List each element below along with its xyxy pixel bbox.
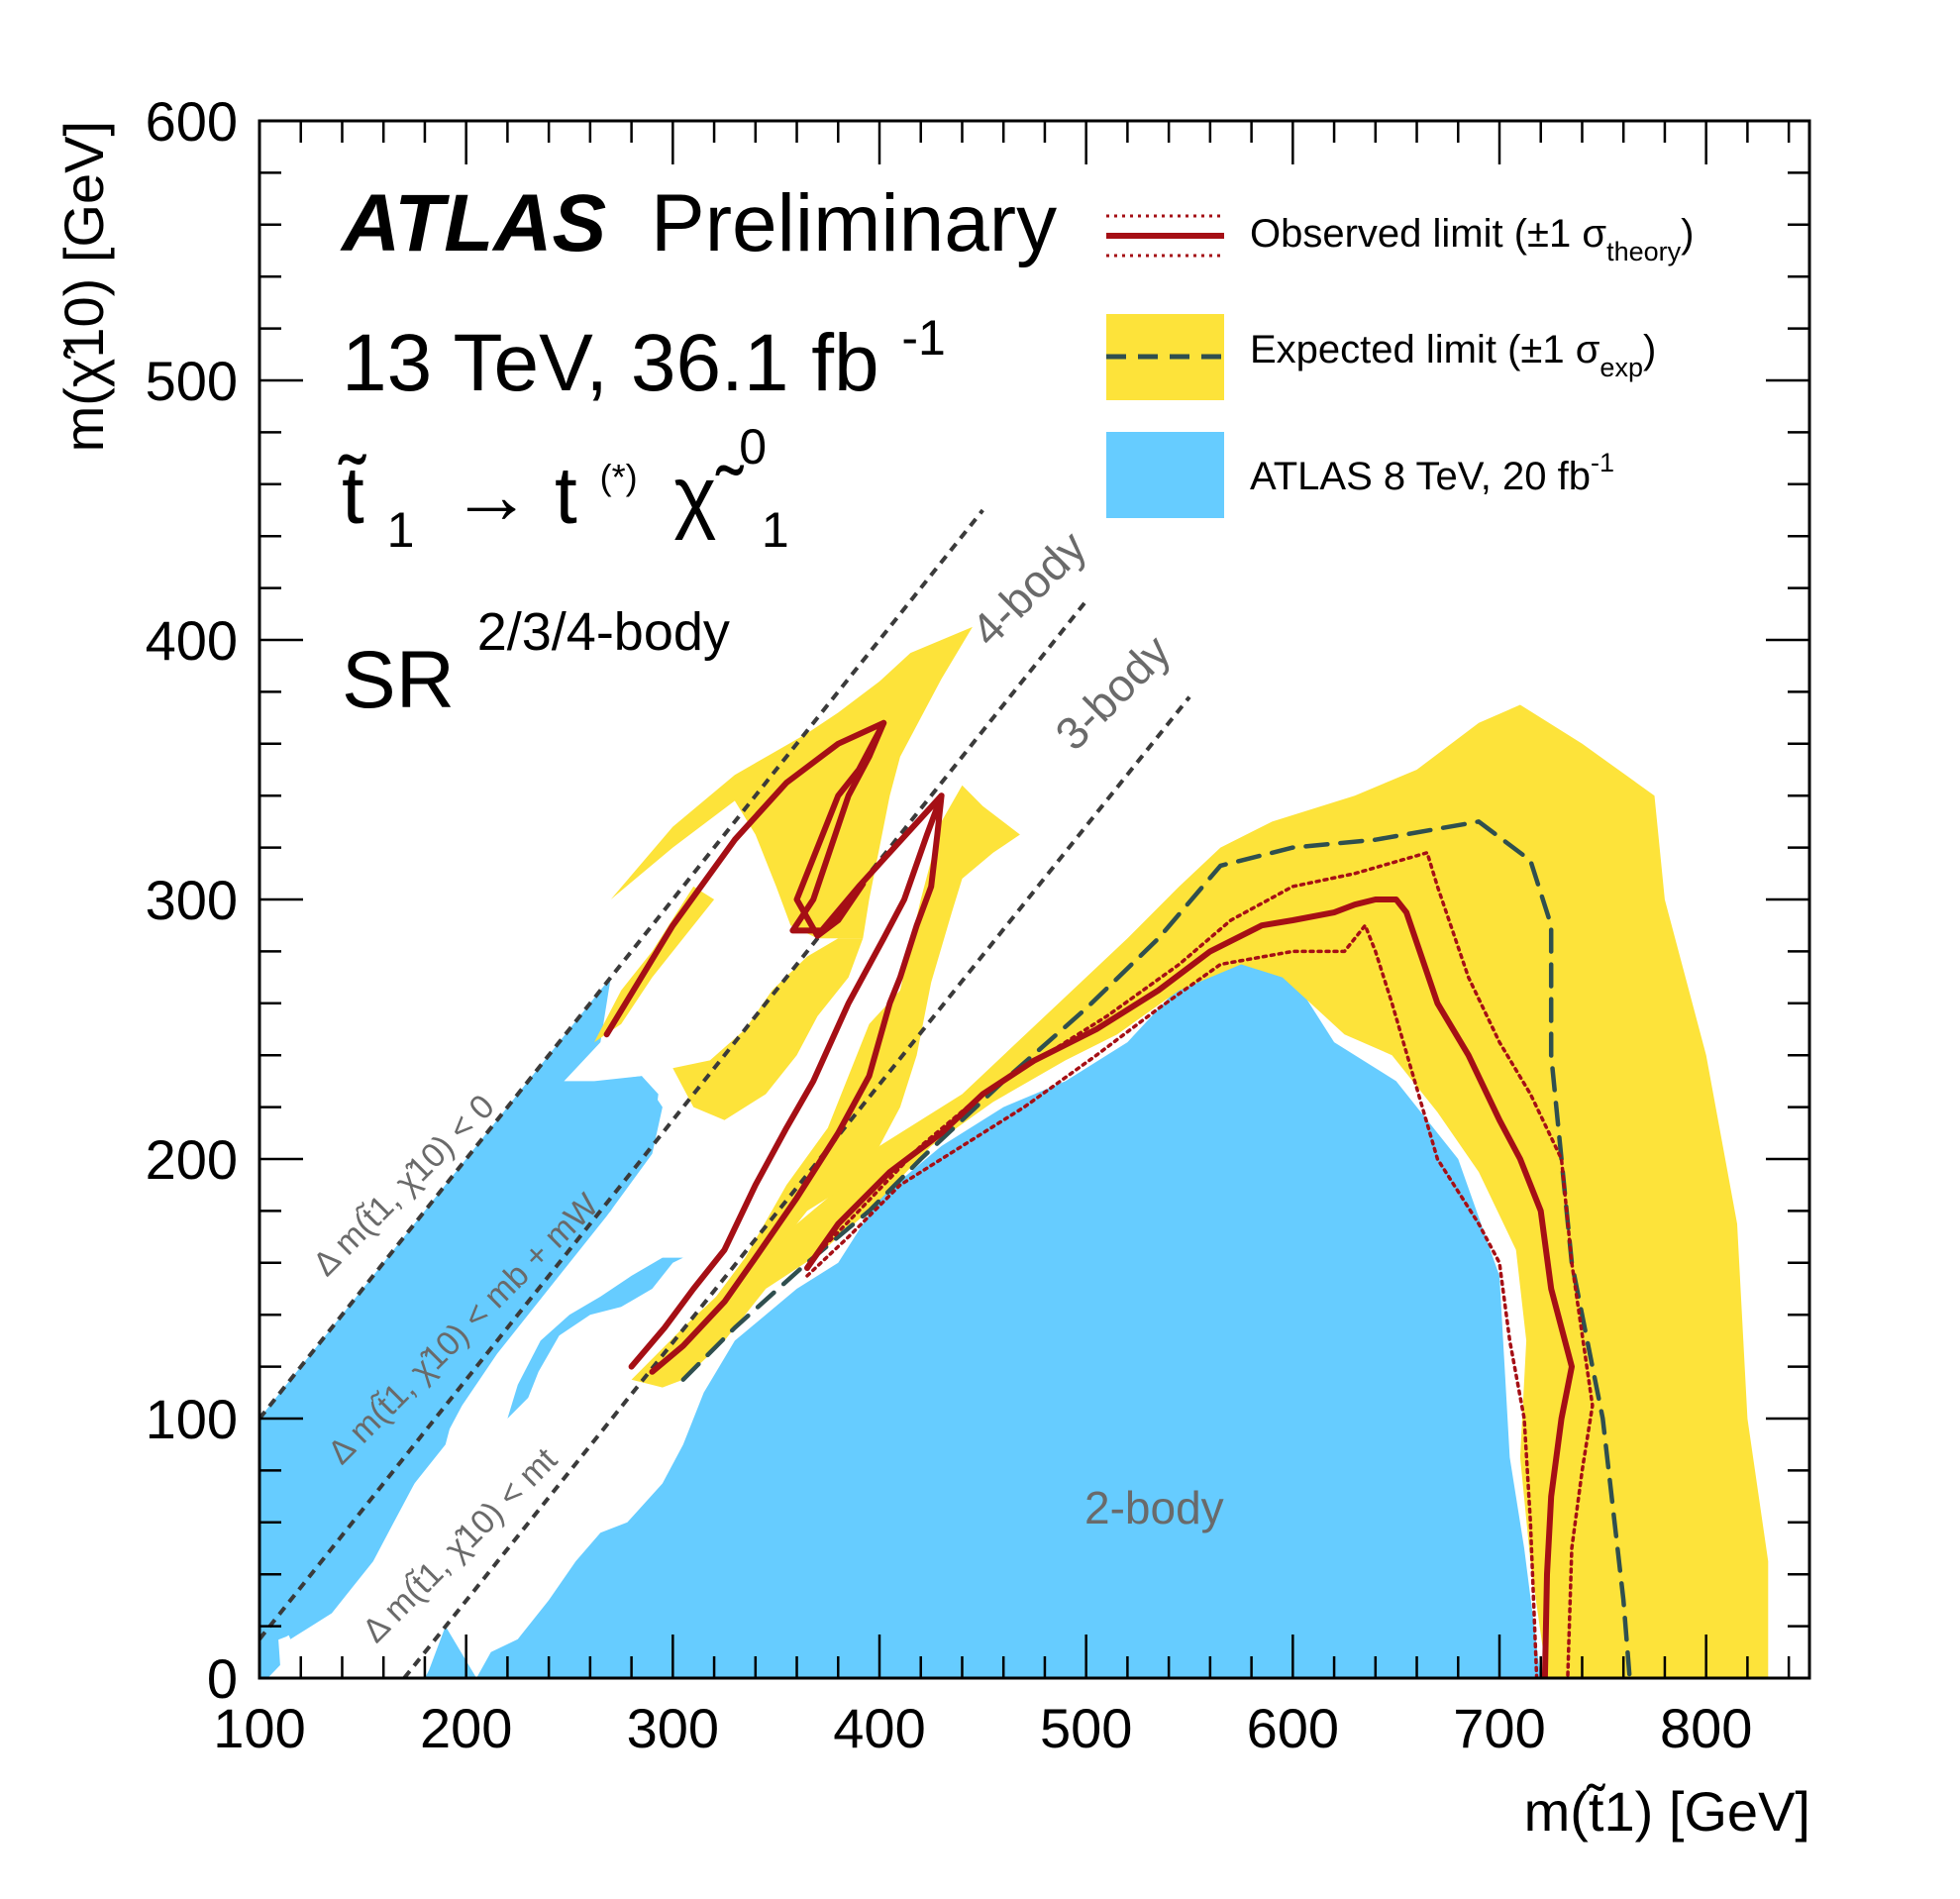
process-arrow: → t [451, 451, 577, 541]
x-tick-label: 700 [1453, 1697, 1545, 1759]
limit-curve-solid-4-0 [628, 792, 945, 1375]
limit-curve-dotted-2-0 [811, 851, 1595, 1678]
fill-region-1-4 [672, 938, 864, 1120]
fill-region-1-0 [631, 704, 1769, 1678]
legend-observed-tail: ) [1681, 212, 1694, 256]
x-tick-label: 200 [420, 1697, 512, 1759]
process-t-sub: 1 [387, 502, 415, 558]
x-tick-label: 500 [1040, 1697, 1132, 1759]
y-tick-label: 100 [146, 1388, 238, 1450]
sr-sup: 2/3/4-body [477, 602, 730, 662]
two-body-label: 2-body [1084, 1482, 1224, 1533]
lumi-label: 13 TeV, 36.1 fb [342, 318, 879, 408]
svg-text:Expected limit (±1 σexp): Expected limit (±1 σexp) [1250, 328, 1656, 382]
fill-region-1-3 [594, 886, 715, 1043]
x-tick-label: 800 [1660, 1697, 1752, 1759]
axis-ticks [258, 119, 1809, 1680]
x-axis-title: m(t̃1) [GeV] [1524, 1780, 1810, 1843]
four-body-label: 4-body [961, 521, 1095, 656]
legend-expected-tail: ) [1643, 328, 1656, 371]
y-tick-labels: 0 100 200 300 400 500 600 [146, 90, 238, 1710]
legend-observed-label: Observed limit (±1 σ [1250, 212, 1606, 256]
kinematic-line-3 [402, 695, 1191, 1678]
three-body-label: 3-body [1045, 625, 1180, 760]
legend-entry-8tev: ATLAS 8 TeV, 20 fb-1 [1106, 432, 1614, 518]
process-chi-sup: 0 [739, 419, 767, 475]
legend-8tev-sup: -1 [1591, 448, 1614, 477]
y-tick-label: 200 [146, 1128, 238, 1191]
y-axis-title: m(χ̃10) [GeV] [52, 121, 115, 452]
fill-region-1-1 [682, 785, 1020, 1341]
lumi-sup: -1 [901, 310, 945, 366]
legend-8tev-label: ATLAS 8 TeV, 20 fb [1250, 455, 1591, 498]
kinematic-line-1 [259, 508, 984, 1421]
legend-observed-sub: theory [1606, 237, 1682, 266]
svg-text:Observed limit (±1 σtheory): Observed limit (±1 σtheory) [1250, 212, 1694, 266]
sr-label: SR [342, 635, 455, 725]
svg-text:13 TeV, 36.1 fb -1: 13 TeV, 36.1 fb -1 [342, 310, 946, 408]
svg-text:SR 2/3/4-body: SR 2/3/4-body [342, 602, 730, 725]
x-tick-labels: 100 200 300 400 500 600 700 800 [213, 1697, 1752, 1759]
y-tick-label: 300 [146, 869, 238, 931]
svg-text:ATLAS Preliminary: ATLAS Preliminary [340, 178, 1057, 268]
limit-curve-solid-4-2 [789, 719, 945, 934]
y-tick-label: 0 [207, 1647, 238, 1710]
y-tick-label: 400 [146, 609, 238, 672]
lines-layer [259, 508, 1632, 1678]
process-chi: χ̃ [673, 451, 744, 541]
process-star: (*) [600, 457, 638, 497]
limit-curve-dotted-3-0 [805, 923, 1539, 1678]
fill-region-0-3 [424, 946, 1541, 1678]
atlas-label: ATLAS [340, 178, 606, 268]
y-tick-label: 500 [146, 350, 238, 412]
legend-expected-sub: exp [1599, 353, 1643, 382]
preliminary-label: Preliminary [651, 178, 1057, 268]
x-tick-label: 600 [1247, 1697, 1339, 1759]
process-t: t̃ [338, 451, 366, 541]
process-chi-sub: 1 [762, 502, 789, 558]
legend-entry-expected: Expected limit (±1 σexp) [1106, 314, 1656, 400]
svg-text:t̃ 1 → t (*) χ: t̃ 1 → t (*) χ̃ 0 1 [338, 391, 789, 565]
x-tick-label: 100 [213, 1697, 305, 1759]
svg-text:ATLAS 8 TeV, 20 fb-1: ATLAS 8 TeV, 20 fb-1 [1250, 448, 1614, 498]
fill-layer [259, 626, 1769, 1678]
legend-entry-observed: Observed limit (±1 σtheory) [1106, 212, 1694, 266]
fill-region-0-1 [259, 977, 663, 1647]
legend: Observed limit (±1 σtheory) Expected lim… [1106, 212, 1694, 518]
x-tick-label: 300 [627, 1697, 719, 1759]
legend-expected-label: Expected limit (±1 σ [1250, 328, 1600, 371]
y-tick-label: 600 [146, 90, 238, 153]
fill-region-1-2 [610, 626, 973, 939]
x-tick-label: 400 [833, 1697, 925, 1759]
